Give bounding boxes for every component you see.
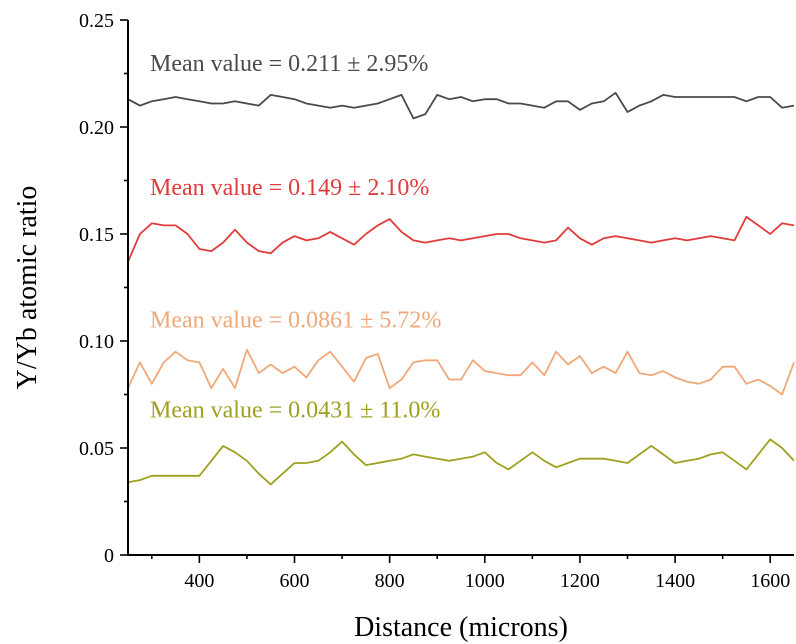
y-tick-label: 0.15 bbox=[79, 224, 114, 246]
axes-layer bbox=[127, 20, 794, 556]
series-annotation-2: Mean value = 0.149 ± 2.10% bbox=[150, 175, 429, 201]
annotations-layer: Mean value = 0.211 ± 2.95% Mean value = 0… bbox=[150, 51, 441, 424]
x-tick-label: 400 bbox=[184, 570, 214, 592]
x-tick-label: 1600 bbox=[750, 570, 790, 592]
x-tick-label: 600 bbox=[280, 570, 310, 592]
ticks-layer: 0 0.05 0.10 0.15 0.20 0.25 400 600 800 1000 1200 14… bbox=[79, 10, 790, 592]
x-tick-label: 1400 bbox=[655, 570, 695, 592]
y-tick-label: 0 bbox=[104, 545, 114, 567]
x-axis-title: Distance (microns) bbox=[354, 612, 568, 643]
y-tick-label: 0.20 bbox=[79, 117, 114, 139]
y-tick-label: 0.05 bbox=[79, 438, 114, 460]
y-tick-label: 0.25 bbox=[79, 10, 114, 32]
y-tick-label: 0.10 bbox=[79, 331, 114, 353]
series-layer bbox=[127, 91, 795, 486]
x-tick-label: 800 bbox=[375, 570, 405, 592]
series-annotation-4: Mean value = 0.0431 ± 11.0% bbox=[150, 397, 440, 423]
series-line-2 bbox=[127, 215, 795, 263]
x-tick-label: 1200 bbox=[560, 570, 600, 592]
x-tick-label: 1000 bbox=[465, 570, 505, 592]
series-line-3 bbox=[127, 348, 795, 396]
y-axis-title: Y/Yb atomic ratio bbox=[12, 186, 43, 390]
series-annotation-3: Mean value = 0.0861 ± 5.72% bbox=[150, 308, 441, 334]
series-annotation-1: Mean value = 0.211 ± 2.95% bbox=[150, 51, 428, 77]
series-line-4 bbox=[127, 438, 795, 486]
series-line-1 bbox=[127, 91, 795, 120]
